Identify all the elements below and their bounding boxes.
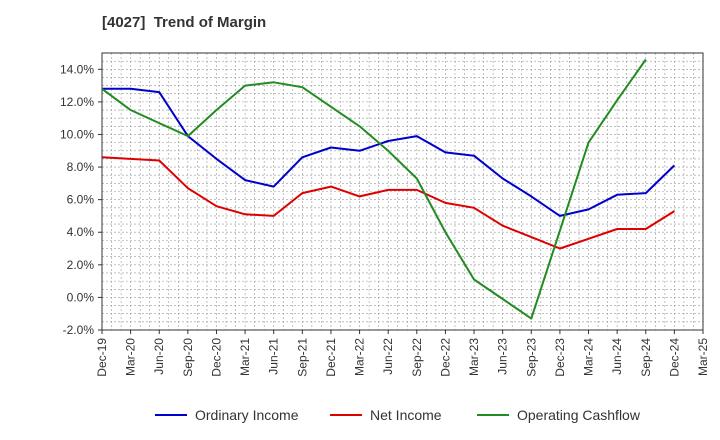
x-tick-label: Sep-20 (181, 338, 195, 377)
x-tick-label: Dec-21 (324, 338, 338, 377)
series-line-net-income (101, 156, 675, 250)
legend: Ordinary Income Net Income Operating Cashf… (155, 407, 641, 423)
axes: 14.0% 12.0% 10.0% 8.0% 6.0% 4.0% 2.0% 0.0% -2.0%… (60, 52, 710, 377)
y-tick-label: -2.0% (63, 323, 95, 337)
x-tick-label: Mar-20 (124, 338, 138, 376)
x-tick-label: Jun-22 (381, 338, 395, 375)
x-tick-label: Dec-19 (95, 338, 109, 377)
x-tick-label: Mar-24 (582, 338, 596, 376)
x-tick-label: Sep-21 (295, 338, 309, 377)
x-tick-label: Mar-21 (238, 338, 252, 376)
x-tick-label: Mar-22 (353, 338, 367, 376)
series-lines (101, 58, 676, 320)
plot-frame (101, 52, 704, 331)
x-tick-label: Sep-24 (639, 338, 653, 377)
x-tick-label: Jun-21 (267, 338, 281, 375)
chart-title: [4027] Trend of Margin (102, 14, 267, 31)
x-tick-label: Mar-25 (696, 338, 710, 376)
y-tick-label: 12.0% (60, 95, 94, 109)
y-tick-label: 0.0% (67, 290, 95, 304)
series-line-ordinary-income (102, 87, 676, 217)
y-tick-label: 14.0% (60, 62, 94, 76)
y-tick-label: 2.0% (67, 258, 95, 272)
y-tick-label: 6.0% (67, 193, 95, 207)
x-tick-label: Sep-23 (524, 338, 538, 377)
legend-label-ordinary-income: Ordinary Income (195, 407, 299, 423)
x-tick-label: Jun-20 (152, 338, 166, 375)
x-tick-label: Dec-22 (438, 338, 452, 377)
x-tick-label: Mar-23 (467, 338, 481, 376)
legend-label-net-income: Net Income (370, 407, 442, 423)
x-tick-label: Jun-23 (496, 338, 510, 375)
x-tick-label: Dec-23 (553, 338, 567, 377)
y-tick-label: 8.0% (67, 160, 95, 174)
series-line-operating-cashflow (101, 58, 647, 320)
x-tick-label: Dec-24 (667, 338, 681, 377)
y-tick-label: 10.0% (60, 127, 94, 141)
grid-lines (101, 52, 703, 331)
y-tick-label: 4.0% (67, 225, 95, 239)
legend-label-operating-cashflow: Operating Cashflow (517, 407, 641, 423)
x-tick-label: Sep-22 (410, 338, 424, 377)
x-tick-label: Dec-20 (209, 338, 223, 377)
x-tick-label: Jun-24 (610, 338, 624, 375)
